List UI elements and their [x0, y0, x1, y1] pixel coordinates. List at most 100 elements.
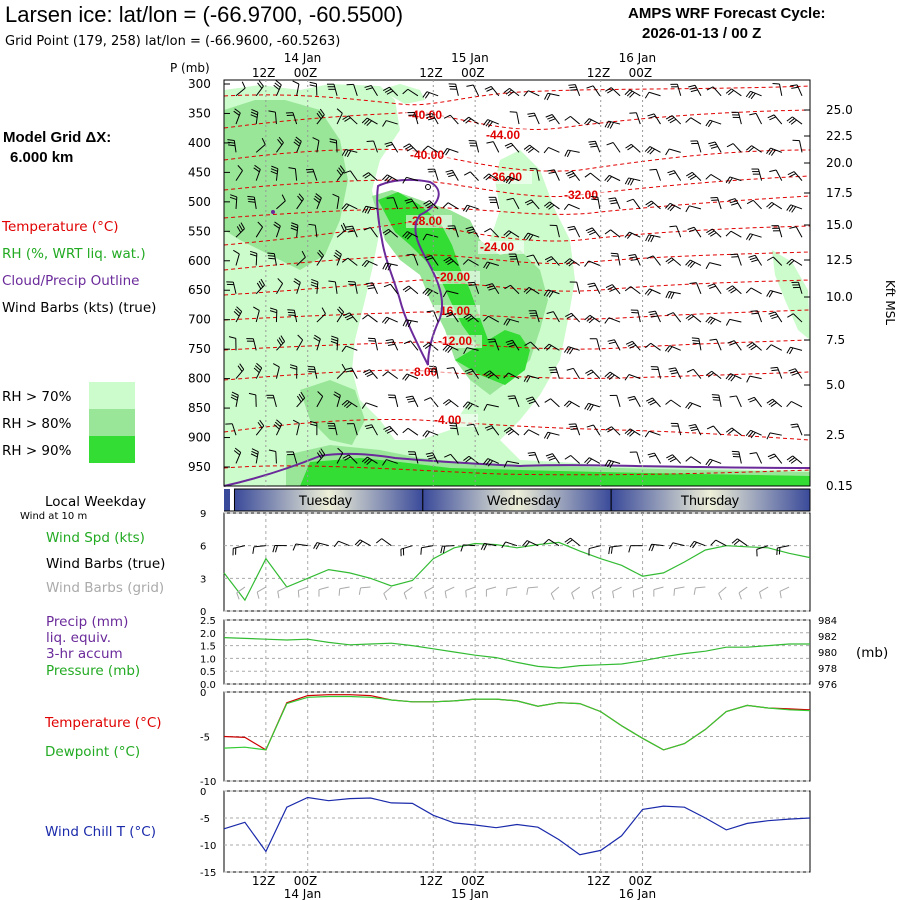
cross-section-barb-feather [256, 362, 262, 369]
cross-section-barb-feather [563, 203, 569, 211]
cross-section-barb [637, 310, 641, 323]
cross-section-barb-feather [543, 289, 549, 296]
cross-section-barb-feather [406, 397, 414, 401]
cross-section-barb-feather [647, 113, 655, 117]
cross-section-barb-feather [564, 455, 571, 460]
cross-section-barb-feather [463, 313, 470, 319]
cross-section-barb-feather [728, 287, 735, 292]
cross-section-barb-feather [728, 177, 733, 184]
cross-section-barb-feather [343, 401, 350, 407]
cross-section-barb-feather [629, 431, 635, 437]
cross-section-barb-feather [690, 89, 698, 93]
cross-section-barb-feather [567, 172, 575, 177]
cross-section-barb-feather [300, 391, 306, 399]
cross-section-barb [729, 318, 742, 323]
cross-section-barb-feather [610, 202, 618, 205]
cross-section-barb-feather [649, 148, 655, 155]
cross-section-barb [235, 228, 245, 238]
cross-section-barb [547, 289, 560, 295]
isotherm-minus24 [223, 251, 811, 271]
cross-section-barb [608, 459, 621, 464]
cross-section-barb-feather [425, 452, 433, 455]
cross-section-barb-feather [665, 148, 670, 156]
cross-section-barb [718, 395, 722, 407]
wind-barb-grid-feather [738, 592, 742, 600]
isotherm-label-bg [432, 414, 478, 427]
cross-section-barb-feather [230, 396, 238, 401]
cross-section-barb-feather [730, 375, 736, 382]
cross-section-barb-feather [315, 193, 322, 199]
bottom-time-label: 12Z [252, 874, 276, 888]
cross-section-barb-feather [344, 117, 351, 122]
cross-section-barb-feather [330, 338, 338, 342]
pressure-axis-title: P (mb) [170, 61, 210, 75]
cross-section-barb-feather [488, 341, 496, 343]
cross-section-barb-feather [463, 455, 470, 461]
cross-section-barb [738, 451, 742, 464]
cross-section-barb-feather [507, 395, 515, 397]
wind-barb-true [253, 545, 266, 548]
cross-section-barb-feather [524, 341, 531, 347]
cross-section-barb [793, 313, 803, 323]
cross-section-barb-feather [257, 421, 263, 429]
cross-section-barb-feather [462, 259, 469, 265]
cross-section-barb-feather [293, 280, 300, 286]
cross-section-barb-feather [586, 424, 594, 428]
cross-section-barb-feather [727, 374, 734, 381]
cross-section-barb [530, 341, 540, 351]
cross-section-barb-feather [789, 173, 797, 178]
cross-section-barb [349, 312, 358, 323]
pressure-tick-label: 982 [818, 632, 837, 643]
wind-barb-true-feather [313, 542, 318, 549]
cross-section-barb-feather [766, 202, 773, 208]
cross-section-barb-feather [548, 118, 556, 122]
cross-section-barb-feather [625, 340, 633, 345]
cross-section-barb [467, 401, 479, 408]
rh80-swatch [89, 409, 135, 436]
cross-section-barb-feather [566, 347, 572, 354]
cross-section-barb-feather [465, 118, 472, 124]
isotherm-label-bg [436, 335, 482, 348]
cross-section-barb-feather [644, 430, 650, 438]
isotherm-label-bg [478, 241, 524, 254]
cross-section-barb-feather [294, 278, 301, 283]
chart-title: Larsen ice: lat/lon = (-66.9700, -60.550… [5, 2, 403, 27]
cross-section-barb-feather [442, 290, 448, 298]
cross-section-barb-feather [746, 375, 751, 383]
cross-section-barb-feather [568, 84, 576, 86]
cross-section-barb-feather [725, 427, 733, 433]
cross-section-barb [276, 200, 286, 210]
cross-section-barb [366, 402, 378, 408]
cross-section-barb [431, 255, 439, 266]
cross-section-barb-feather [426, 454, 434, 458]
cross-section-barb-feather [527, 398, 535, 402]
isotherm-label-bg [408, 366, 454, 379]
wind-barb-grid [298, 586, 308, 591]
cross-section-barb [529, 144, 540, 153]
cross-section-barb-feather [629, 256, 637, 259]
cross-section-barb-feather [334, 391, 341, 396]
cross-section-barb-feather [629, 92, 635, 98]
cross-section-barb-feather [343, 170, 351, 174]
cross-section-barb [770, 147, 782, 153]
cross-section-barb-feather [727, 340, 735, 344]
cross-section-barb [628, 374, 641, 380]
wind-barb-true [715, 539, 727, 547]
cross-section-barb-feather [364, 119, 370, 125]
cross-section-barb-feather [564, 115, 571, 121]
cross-section-barb-feather [586, 85, 594, 89]
cross-section-barb-feather [584, 118, 590, 125]
cross-section-barb-feather [387, 263, 392, 271]
cross-section-barb-feather [586, 403, 592, 411]
cross-section-barb-feather [446, 313, 454, 318]
cross-section-barb-feather [466, 370, 474, 375]
isotherm-label: -24.00 [480, 240, 514, 254]
cross-section-barb-feather [233, 249, 240, 255]
cross-section-barb-feather [361, 456, 368, 463]
cross-section-barb [235, 452, 242, 464]
cross-section-barb [694, 85, 702, 97]
cross-section-barb-feather [406, 253, 414, 256]
cross-section-barb-feather [253, 167, 260, 173]
wind-barb-grid [591, 586, 601, 593]
cross-section-barb-feather [787, 313, 794, 318]
